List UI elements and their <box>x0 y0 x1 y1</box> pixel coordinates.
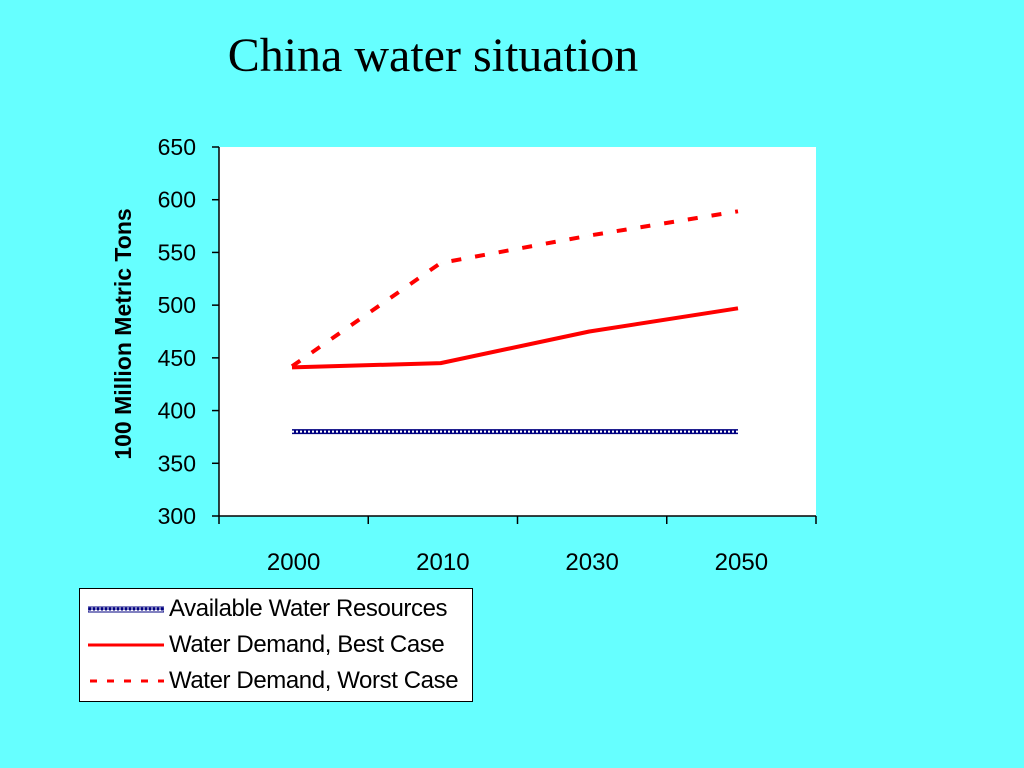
x-tick-label: 2000 <box>267 549 320 576</box>
legend-label-best-case: Water Demand, Best Case <box>169 631 445 658</box>
legend-swatch-best-case <box>88 643 164 647</box>
axes: 300 350 400 450 500 550 600 650 2000 2010 2030 2050 <box>158 134 817 576</box>
legend-item-best-case: Water Demand, Best Case <box>80 627 474 663</box>
legend-swatch-available <box>88 606 164 613</box>
y-tick-label: 600 <box>158 187 196 213</box>
legend-swatch-worst-case <box>90 679 164 683</box>
series-layer <box>290 209 739 435</box>
legend: Available Water Resources Water Demand, … <box>79 588 473 702</box>
slide-title: China water situation <box>227 29 639 82</box>
legend-item-worst-case: Water Demand, Worst Case <box>80 663 474 699</box>
y-tick-label: 300 <box>158 503 196 529</box>
series-demand-best-case <box>291 306 739 370</box>
y-tick-label: 400 <box>158 398 196 424</box>
plot-area <box>219 147 816 516</box>
y-tick-label: 450 <box>158 345 196 371</box>
legend-item-available: Available Water Resources <box>80 591 474 627</box>
y-tick-label: 350 <box>158 450 196 476</box>
y-tick-label: 650 <box>158 134 196 160</box>
x-tick-label: 2030 <box>565 549 618 576</box>
x-tick-label: 2050 <box>715 549 768 576</box>
y-axis-label: 100 Million Metric Tons <box>110 208 136 459</box>
y-tick-label: 500 <box>158 292 196 318</box>
x-tick-label: 2010 <box>416 549 469 576</box>
legend-label-available: Available Water Resources <box>169 595 448 622</box>
y-tick-label: 550 <box>158 239 196 265</box>
legend-label-worst-case: Water Demand, Worst Case <box>169 667 459 694</box>
